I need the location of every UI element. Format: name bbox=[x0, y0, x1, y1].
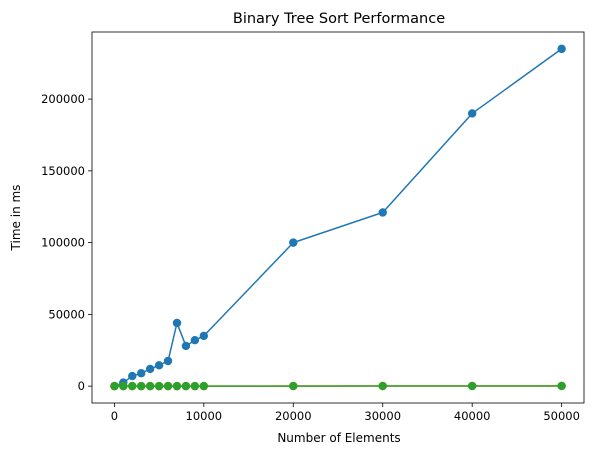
data-point bbox=[145, 381, 155, 391]
data-point bbox=[467, 109, 477, 118]
data-point bbox=[199, 381, 209, 391]
x-tick-label: 0 bbox=[111, 409, 118, 423]
y-tick-label: 50000 bbox=[48, 307, 85, 321]
x-tick-label: 50000 bbox=[543, 409, 580, 423]
data-point bbox=[289, 238, 298, 247]
x-tick-label: 30000 bbox=[364, 409, 401, 423]
data-point bbox=[181, 381, 191, 391]
y-tick-label: 150000 bbox=[41, 164, 85, 178]
y-tick-label: 200000 bbox=[41, 92, 85, 106]
y-tick-label: 100000 bbox=[41, 236, 85, 250]
data-point bbox=[557, 44, 566, 54]
data-point bbox=[154, 361, 164, 370]
plot-area: 0 10000 20000 30000 40000 50000 0 50000 100000 1… bbox=[41, 31, 585, 423]
plot-frame bbox=[91, 31, 585, 404]
data-point bbox=[289, 381, 298, 391]
data-point bbox=[154, 381, 164, 391]
data-point bbox=[128, 371, 137, 381]
data-point bbox=[137, 369, 146, 378]
data-point bbox=[467, 381, 477, 391]
chart-title: Binary Tree Sort Performance bbox=[233, 11, 445, 27]
data-point bbox=[119, 381, 128, 391]
data-point bbox=[163, 356, 173, 366]
data-point bbox=[163, 381, 173, 391]
x-axis-ticks: 0 10000 20000 30000 40000 50000 bbox=[111, 403, 580, 423]
data-point bbox=[110, 381, 119, 391]
x-tick-label: 20000 bbox=[275, 409, 312, 423]
data-point bbox=[128, 381, 137, 391]
data-point bbox=[145, 364, 155, 374]
x-tick-label: 10000 bbox=[186, 409, 223, 423]
data-point bbox=[190, 336, 200, 345]
data-point bbox=[557, 381, 566, 391]
series-3 bbox=[110, 381, 566, 391]
data-point bbox=[137, 381, 146, 391]
data-point bbox=[378, 208, 387, 217]
data-point bbox=[181, 341, 191, 351]
y-axis-label: Time in ms bbox=[9, 185, 23, 252]
y-axis-ticks: 0 50000 100000 150000 200000 bbox=[41, 92, 92, 393]
data-point bbox=[172, 381, 182, 391]
data-point bbox=[190, 381, 200, 391]
y-tick-label: 0 bbox=[78, 379, 85, 393]
series-1 bbox=[110, 44, 566, 391]
data-point bbox=[172, 318, 182, 328]
data-point bbox=[199, 331, 209, 341]
x-axis-label: Number of Elements bbox=[277, 431, 400, 445]
data-point bbox=[378, 381, 387, 391]
series-layer bbox=[110, 44, 566, 391]
x-tick-label: 40000 bbox=[454, 409, 491, 423]
